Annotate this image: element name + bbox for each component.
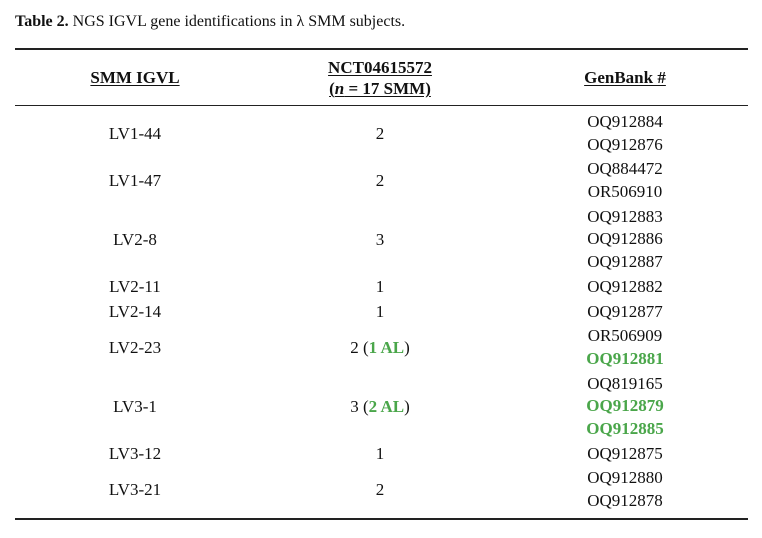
header-n-label: (n = 17 SMM): [329, 79, 431, 98]
count-value: 3: [350, 396, 359, 416]
count-al-value: 2 AL: [368, 396, 405, 416]
header-n-italic: n: [334, 79, 345, 98]
genbank-accession: OQ912884: [587, 111, 663, 131]
genbank-accession: OQ912882: [587, 276, 663, 296]
header-trial: NCT04615572 (n = 17 SMM): [270, 57, 490, 99]
gene-cell: LV3-21: [108, 480, 162, 500]
header-n-prefix: (: [329, 79, 335, 98]
genbank-accession: OQ912876: [587, 134, 663, 154]
table-row: LV1-44 2 OQ912884 OQ912876: [15, 110, 748, 157]
count-cell: 2: [270, 467, 490, 514]
genbank-cell: OQ884472 OR506910: [520, 157, 730, 204]
genbank-accession: OQ912881: [586, 348, 664, 368]
header-trial-label: NCT04615572: [328, 58, 432, 77]
genbank-accession: OR506909: [587, 326, 663, 346]
gene-cell: LV3-1: [113, 396, 157, 416]
count-value: 2: [375, 171, 385, 191]
genbank-accession: OQ912878: [587, 491, 663, 511]
count-cell: 2: [270, 110, 490, 157]
genbank-accession: OQ912883: [587, 206, 663, 226]
top-rule: [15, 48, 748, 50]
genbank-accession: OQ912877: [587, 301, 663, 321]
count-al-value: 1 AL: [368, 337, 405, 357]
count-cell: 2 (1 AL): [350, 337, 410, 357]
genbank-cell: OQ912882: [520, 275, 730, 300]
header-n-suffix: = 17 SMM): [344, 79, 431, 98]
genbank-cell: OR506909 OQ912881: [520, 324, 730, 371]
caption-text: NGS IGVL gene identifications in λ SMM s…: [68, 13, 406, 30]
header-rule: [15, 105, 748, 106]
count-cell: 3 (2 AL): [350, 396, 410, 416]
count-cell: 2: [270, 157, 490, 204]
header-gene-label: SMM IGVL: [90, 68, 180, 87]
count-value: 1: [375, 444, 385, 464]
gene-cell: LV2-8: [113, 229, 157, 249]
genbank-accession: OQ912875: [587, 443, 663, 463]
count-cell: 1: [270, 300, 490, 325]
count-value: 2: [375, 123, 385, 143]
genbank-accession: OQ912886: [587, 229, 663, 249]
genbank-accession: OQ819165: [587, 373, 663, 393]
genbank-cell: OQ819165 OQ912879 OQ912885: [520, 372, 730, 442]
count-cell: 1: [270, 275, 490, 300]
table-row: LV2-14 1 OQ912877: [15, 300, 748, 325]
count-value: 1: [375, 301, 385, 321]
genbank-accession: OQ912880: [587, 468, 663, 488]
genbank-cell: OQ912880 OQ912878: [520, 467, 730, 514]
count-value: 1: [375, 277, 385, 297]
header-genbank-label: GenBank #: [584, 68, 666, 87]
table-row: LV2-8 3 OQ912883 OQ912886 OQ912887: [15, 205, 748, 275]
gene-cell: LV2-23: [108, 337, 162, 357]
count-value: 3: [375, 229, 385, 249]
genbank-accession: OR506910: [587, 182, 663, 202]
count-value: 2: [375, 480, 385, 500]
header-gene: SMM IGVL: [30, 67, 240, 88]
table-row: LV3-1 3 (2 AL) OQ819165 OQ912879 OQ912885: [15, 372, 748, 442]
count-cell: 1: [270, 442, 490, 467]
genbank-cell: OQ912877: [520, 300, 730, 325]
table-row: LV1-47 2 OQ884472 OR506910: [15, 157, 748, 204]
gene-cell: LV3-12: [108, 444, 162, 464]
genbank-accession: OQ912887: [587, 252, 663, 272]
count-value: 2: [350, 337, 359, 357]
header-genbank: GenBank #: [520, 67, 730, 88]
caption-label: Table 2.: [15, 13, 69, 30]
genbank-accession: OQ884472: [587, 159, 663, 179]
genbank-cell: OQ912884 OQ912876: [520, 110, 730, 157]
genbank-cell: OQ912883 OQ912886 OQ912887: [520, 205, 730, 275]
gene-cell: LV2-11: [109, 277, 161, 297]
gene-cell: LV1-47: [108, 171, 162, 191]
gene-cell: LV1-44: [108, 123, 162, 143]
table-row: LV3-12 1 OQ912875: [15, 442, 748, 467]
bottom-rule: [15, 518, 748, 520]
table-row: LV2-23 2 (1 AL) OR506909 OQ912881: [15, 324, 748, 371]
table-row: LV3-21 2 OQ912880 OQ912878: [15, 467, 748, 514]
genbank-accession: OQ912879: [586, 396, 664, 416]
gene-cell: LV2-14: [108, 301, 162, 321]
genbank-cell: OQ912875: [520, 442, 730, 467]
table-row: LV2-11 1 OQ912882: [15, 275, 748, 300]
count-cell: 3: [270, 205, 490, 275]
table-caption: Table 2. NGS IGVL gene identifications i…: [15, 13, 405, 31]
genbank-accession: OQ912885: [586, 419, 664, 439]
